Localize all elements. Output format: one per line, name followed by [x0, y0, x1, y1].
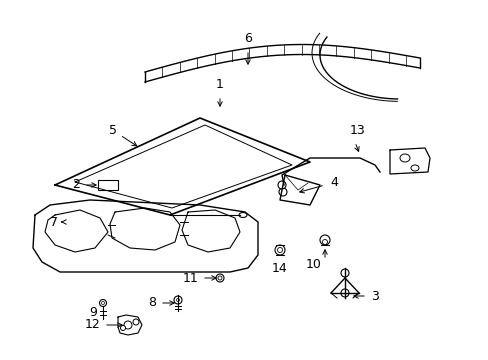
Ellipse shape	[239, 212, 246, 217]
Text: 8: 8	[148, 297, 156, 310]
Circle shape	[99, 300, 106, 306]
Ellipse shape	[399, 154, 409, 162]
Text: 12: 12	[84, 319, 100, 332]
Circle shape	[322, 239, 327, 244]
Circle shape	[133, 319, 139, 325]
Text: 2: 2	[72, 179, 80, 192]
Ellipse shape	[410, 165, 418, 171]
Circle shape	[340, 269, 348, 277]
Text: 14: 14	[271, 261, 287, 274]
Text: 6: 6	[244, 32, 251, 45]
Circle shape	[218, 276, 222, 280]
Text: 7: 7	[50, 216, 58, 229]
Circle shape	[319, 235, 329, 245]
Circle shape	[216, 274, 224, 282]
Text: 10: 10	[305, 257, 321, 270]
FancyBboxPatch shape	[98, 180, 118, 190]
Text: 13: 13	[349, 124, 365, 137]
Text: 5: 5	[109, 123, 117, 136]
Circle shape	[176, 298, 179, 302]
Circle shape	[278, 181, 285, 189]
Ellipse shape	[279, 188, 286, 196]
Circle shape	[340, 289, 348, 297]
Text: 9: 9	[89, 306, 97, 320]
Circle shape	[102, 302, 104, 305]
Text: 11: 11	[182, 271, 198, 284]
Text: 3: 3	[370, 289, 378, 302]
Circle shape	[277, 248, 282, 252]
Circle shape	[120, 325, 125, 330]
Circle shape	[174, 296, 182, 304]
Text: 1: 1	[216, 78, 224, 91]
Circle shape	[274, 245, 285, 255]
Text: 4: 4	[329, 176, 337, 189]
Circle shape	[124, 321, 132, 329]
